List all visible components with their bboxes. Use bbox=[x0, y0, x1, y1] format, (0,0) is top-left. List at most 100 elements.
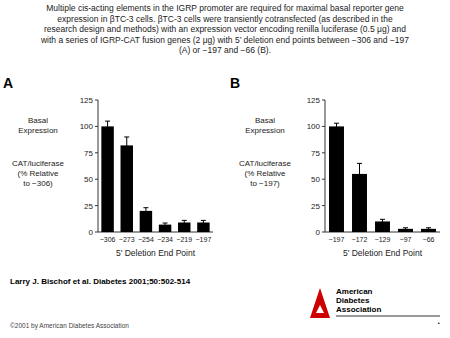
y-tick bbox=[322, 100, 325, 101]
error-bar bbox=[357, 163, 362, 184]
error-line bbox=[184, 220, 185, 224]
logo-rule bbox=[336, 316, 440, 317]
x-tick-label: −197 bbox=[196, 236, 212, 243]
error-cap bbox=[334, 129, 339, 130]
error-cap bbox=[105, 121, 110, 122]
y-tick-label: 0 bbox=[89, 228, 94, 237]
logo-cutout bbox=[316, 305, 324, 313]
bar bbox=[159, 225, 171, 232]
x-label: 5' Deletion End Point bbox=[116, 248, 196, 258]
panel: 0255075100125−306−273−254−234−219−1975' … bbox=[3, 75, 213, 258]
y-label: Basal bbox=[255, 116, 275, 125]
x-axis bbox=[98, 232, 213, 233]
y-label: to −197) bbox=[250, 179, 280, 188]
y-label: Expression bbox=[245, 126, 285, 135]
error-cap bbox=[426, 229, 431, 230]
error-line bbox=[336, 123, 337, 129]
title-line: with a series of IGRP-CAT fusion genes (… bbox=[40, 35, 409, 45]
error-cap bbox=[163, 226, 168, 227]
x-tick-label: −254 bbox=[138, 236, 154, 243]
bar bbox=[121, 145, 133, 232]
error-bar bbox=[163, 223, 168, 226]
y-tick bbox=[322, 232, 325, 233]
error-bar bbox=[143, 208, 148, 214]
citation: Larry J. Bischof et al. Diabetes 2001;50… bbox=[10, 277, 191, 286]
bars bbox=[101, 121, 209, 232]
error-line bbox=[382, 219, 383, 223]
error-bar bbox=[403, 228, 408, 230]
y-tick-label: 50 bbox=[311, 175, 320, 184]
y-axis bbox=[325, 100, 326, 232]
error-bar bbox=[334, 123, 339, 129]
x-tick-label: −66 bbox=[423, 236, 435, 243]
title: Multiple cis-acting elements in the IGRP… bbox=[40, 3, 409, 55]
y-tick-label: 100 bbox=[307, 122, 321, 131]
y-label: Expression bbox=[18, 126, 58, 135]
x-tick-label: −129 bbox=[375, 236, 391, 243]
bar bbox=[140, 211, 152, 232]
x-tick-label: −197 bbox=[329, 236, 345, 243]
bar bbox=[101, 126, 113, 232]
error-bar bbox=[380, 219, 385, 223]
y-tick-label: 25 bbox=[84, 202, 93, 211]
title-line: (A) or −197 and −66 (B). bbox=[179, 45, 271, 55]
y-tick bbox=[95, 152, 98, 153]
error-line bbox=[107, 121, 108, 132]
y-tick-label: 75 bbox=[84, 149, 93, 158]
error-line bbox=[145, 208, 146, 214]
x-tick-label: −234 bbox=[157, 236, 173, 243]
logo-text: American bbox=[336, 287, 373, 296]
y-tick-label: 75 bbox=[311, 149, 320, 158]
error-cap bbox=[426, 227, 431, 228]
error-cap bbox=[163, 223, 168, 224]
error-line bbox=[203, 220, 204, 224]
y-label: Basal bbox=[28, 116, 48, 125]
y-tick-label: 0 bbox=[316, 228, 321, 237]
y-label: to −306) bbox=[23, 179, 53, 188]
error-cap bbox=[105, 131, 110, 132]
title-line: expression in βTC-3 cells. βTC-3 cells w… bbox=[57, 14, 393, 24]
y-label: CAT/luciferase bbox=[12, 159, 64, 168]
y-tick-label: 125 bbox=[307, 96, 321, 105]
x-tick-label: −172 bbox=[352, 236, 368, 243]
y-tick-label: 125 bbox=[80, 96, 94, 105]
error-line bbox=[359, 163, 360, 184]
y-label: (% Relative bbox=[245, 169, 286, 178]
y-tick bbox=[95, 232, 98, 233]
y-tick-label: 50 bbox=[84, 175, 93, 184]
error-bar bbox=[201, 220, 206, 224]
x-label: 5' Deletion End Point bbox=[343, 248, 423, 258]
error-cap bbox=[182, 220, 187, 221]
logo-triangle bbox=[310, 288, 330, 318]
logo-text: Association bbox=[336, 305, 381, 314]
y-tick bbox=[95, 126, 98, 127]
error-line bbox=[126, 137, 127, 154]
error-cap bbox=[380, 219, 385, 220]
error-cap bbox=[143, 207, 148, 208]
y-tick bbox=[322, 126, 325, 127]
error-cap bbox=[124, 136, 129, 137]
y-tick-label: 100 bbox=[80, 122, 94, 131]
error-bar bbox=[124, 137, 129, 154]
bars bbox=[329, 123, 436, 232]
error-cap bbox=[403, 227, 408, 228]
bar bbox=[329, 126, 344, 232]
error-cap bbox=[334, 123, 339, 124]
error-cap bbox=[201, 220, 206, 221]
logo: AmericanDiabetesAssociation. bbox=[310, 287, 440, 326]
title-line: Multiple cis-acting elements in the IGRP… bbox=[46, 3, 404, 13]
error-bar bbox=[105, 121, 110, 132]
x-tick-label: −273 bbox=[119, 236, 135, 243]
y-tick bbox=[95, 205, 98, 206]
title-line: research design and methods) with an exp… bbox=[44, 24, 406, 34]
x-tick-label: −306 bbox=[100, 236, 116, 243]
chart: Multiple cis-acting elements in the IGRP… bbox=[0, 0, 450, 338]
error-cap bbox=[357, 163, 362, 164]
y-label: CAT/luciferase bbox=[239, 159, 291, 168]
panel-label: A bbox=[3, 75, 13, 91]
error-cap bbox=[124, 153, 129, 154]
error-bar bbox=[182, 220, 187, 224]
error-cap bbox=[201, 224, 206, 225]
error-cap bbox=[182, 224, 187, 225]
panel-label: B bbox=[230, 75, 240, 91]
